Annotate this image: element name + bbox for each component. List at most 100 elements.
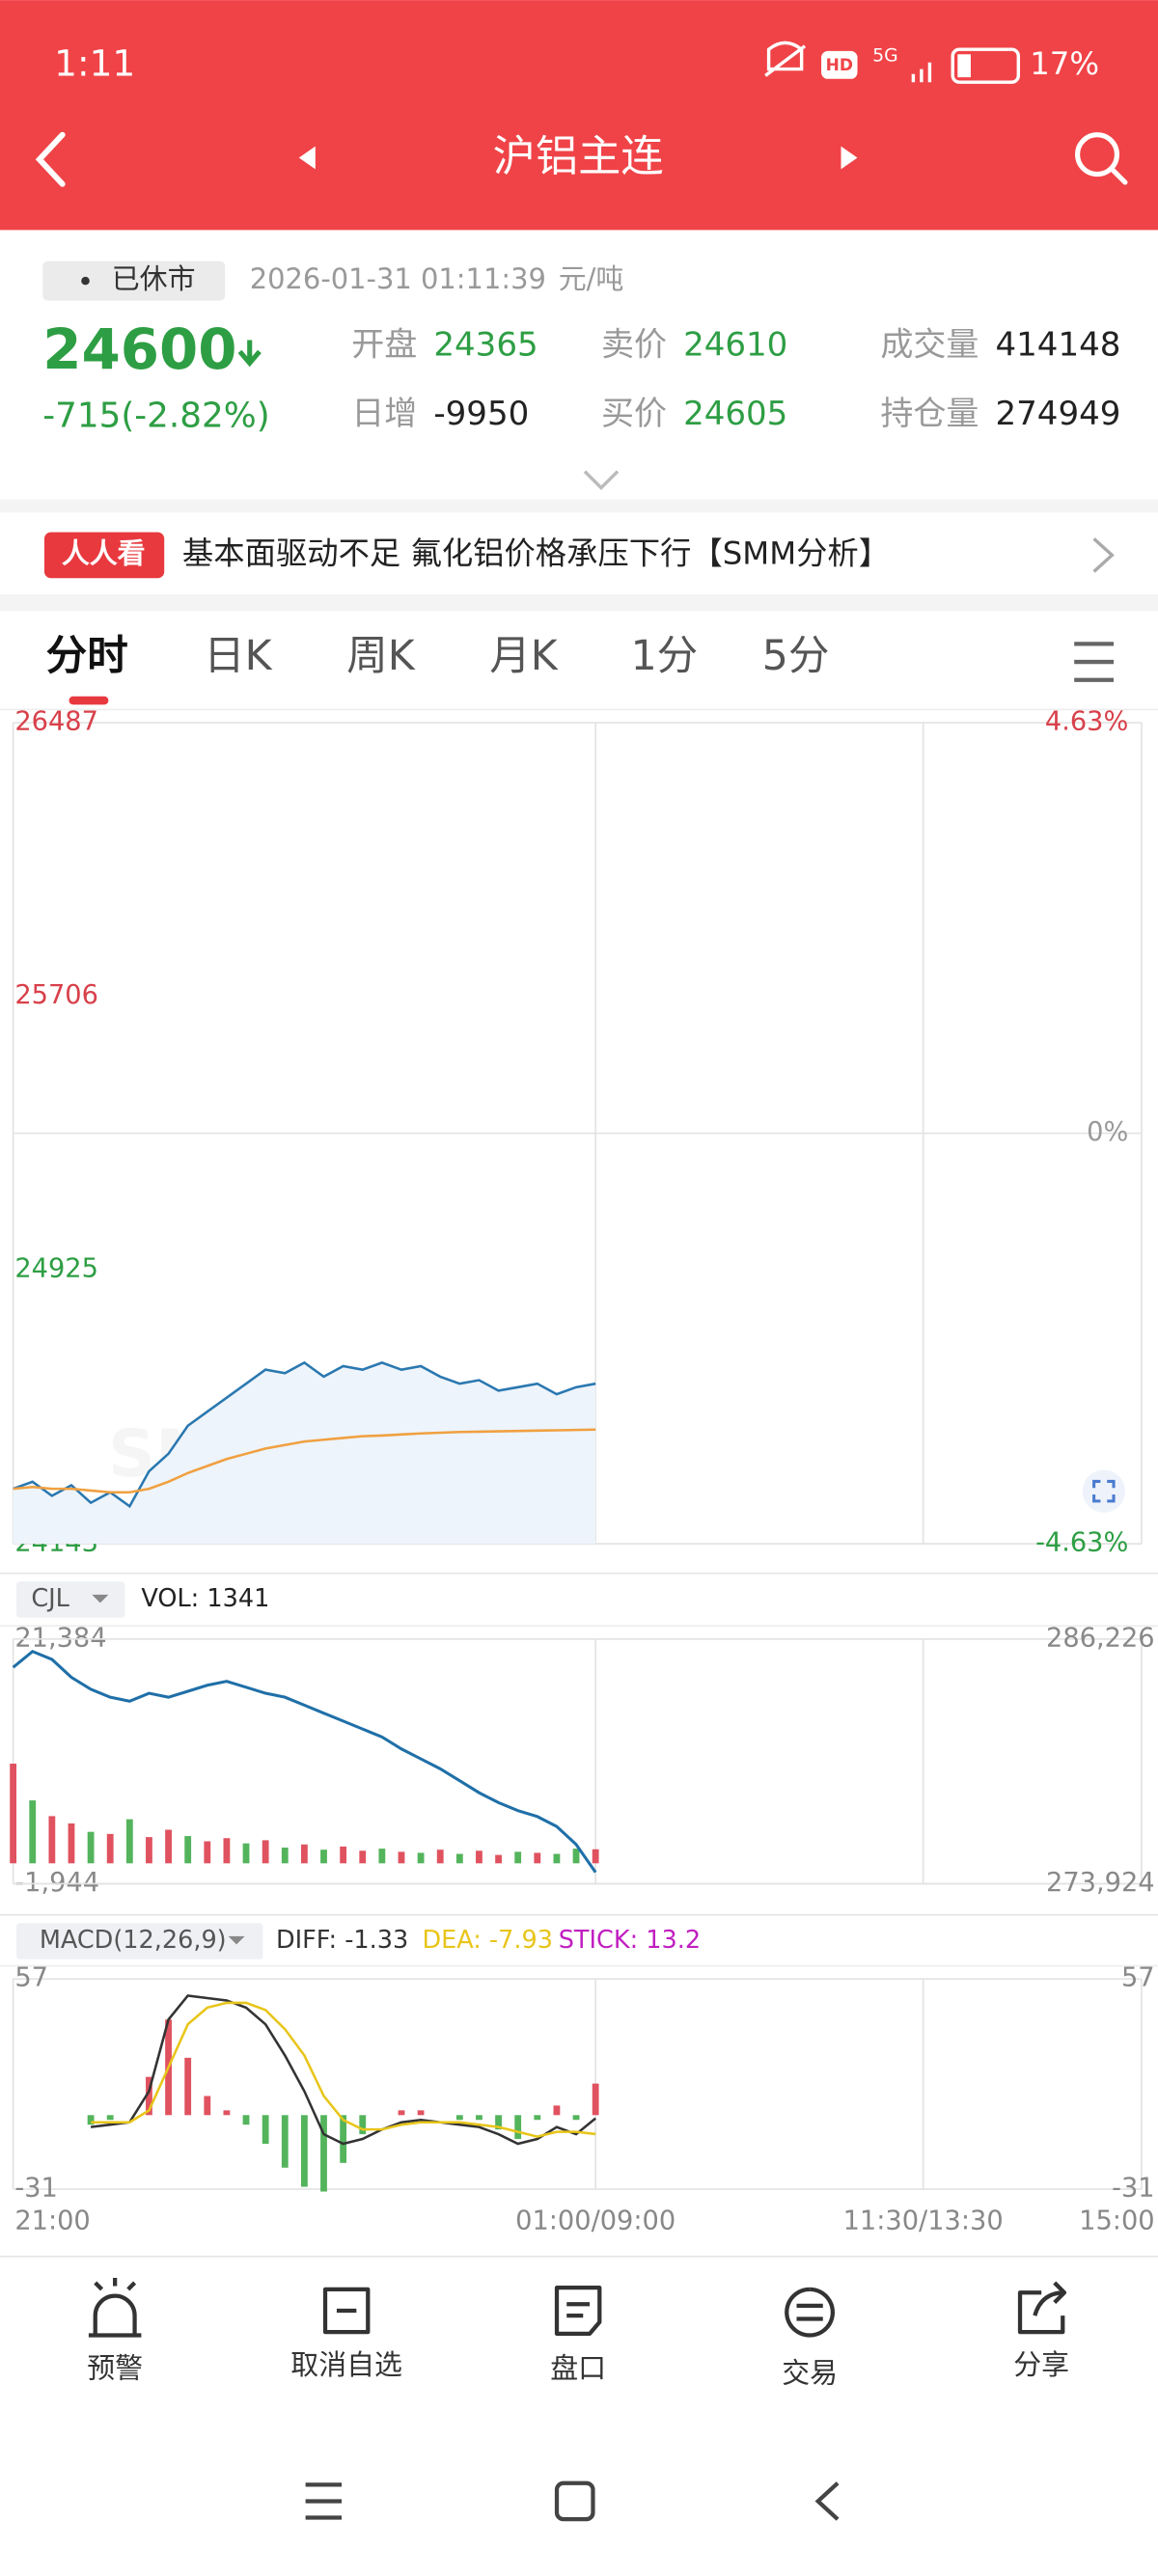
macd-stick — [146, 2076, 152, 2116]
volume-bar — [10, 1764, 17, 1864]
expand-chevron[interactable] — [583, 470, 620, 491]
news-chevron[interactable] — [1092, 537, 1115, 573]
tab[interactable]: 分时 — [46, 633, 128, 680]
trade-icon[interactable] — [785, 2287, 835, 2338]
indicator-name: CJL — [31, 1584, 69, 1613]
volume-bar — [398, 1851, 405, 1864]
volume-bar — [165, 1829, 172, 1864]
y2-tick-label: 0% — [1087, 1117, 1128, 1147]
network: 5G — [872, 45, 897, 66]
news-badge — [43, 532, 165, 579]
share-icon[interactable] — [1017, 2281, 1067, 2335]
nav-label[interactable]: 交易 — [782, 2356, 838, 2389]
system-back[interactable] — [814, 2481, 840, 2521]
macd-stick — [514, 2115, 522, 2140]
macd-stick — [417, 2110, 425, 2116]
volume-bar — [87, 1831, 95, 1864]
volume-bar — [242, 1843, 250, 1864]
x-tick-label: 15:00 — [1079, 2206, 1154, 2236]
volume-bar — [106, 1833, 114, 1864]
volume-bar — [204, 1841, 211, 1864]
indicator-dropdown[interactable] — [16, 1923, 263, 1959]
news-headline[interactable]: 基本面驱动不足 氟化铝价格承压下行【SMM分析】 — [182, 534, 890, 571]
app-bar — [0, 0, 1158, 231]
hd-icon: HD — [826, 56, 853, 75]
page-title: 沪铝主连 — [493, 132, 664, 181]
quote-time: 2026-01-31 01:11:39 — [250, 262, 546, 295]
dropdown-arrow — [92, 1594, 109, 1603]
y-tick-label: 26487 — [14, 707, 98, 737]
status-icons — [764, 41, 1021, 84]
y-tick-label: 21,384 — [14, 1623, 106, 1653]
dropdown-arrow — [228, 1935, 245, 1945]
tab[interactable]: 日K — [204, 633, 273, 680]
volume-bar — [68, 1822, 75, 1864]
badge-dot — [81, 276, 90, 286]
macd-stick — [242, 2115, 250, 2125]
macd-stick — [340, 2115, 347, 2163]
volume-readout: VOL: 1341 — [141, 1584, 269, 1613]
macd-stick — [281, 2115, 289, 2168]
status-badge — [42, 260, 226, 301]
volume-bar — [417, 1852, 425, 1864]
macd-stick — [204, 2096, 211, 2116]
macd-stick — [398, 2110, 405, 2116]
field-label: 开盘 — [351, 326, 417, 365]
macd-stick — [359, 2115, 367, 2135]
price-change: -715(-2.82%) — [42, 396, 269, 435]
dea-readout: DEA: -7.93 — [422, 1926, 553, 1955]
y-tick-label: 24925 — [14, 1254, 98, 1284]
volume-bar — [476, 1850, 482, 1864]
macd-stick — [476, 2115, 482, 2121]
nav-label[interactable]: 取消自选 — [290, 2348, 402, 2381]
menu-button[interactable] — [1074, 642, 1115, 682]
y-tick-label: -31 — [1112, 2174, 1154, 2204]
macd-stick — [534, 2115, 541, 2121]
y-tick-label: -31 — [14, 2174, 57, 2204]
last-price: 24600 — [42, 316, 236, 382]
dea-line — [91, 2001, 596, 2138]
prev-contract[interactable] — [298, 146, 316, 170]
x-tick-label: 11:30/13:30 — [843, 2206, 1004, 2236]
y-tick-label: -1,944 — [14, 1868, 99, 1898]
x-tick-label: 21:00 — [14, 2206, 90, 2236]
market-status: 已休市 — [112, 262, 196, 295]
nav-label[interactable]: 预警 — [87, 2351, 143, 2384]
fullscreen-button[interactable] — [1082, 1469, 1125, 1513]
average-line — [13, 1428, 596, 1494]
macd-stick — [592, 2083, 599, 2116]
back-button[interactable] — [35, 131, 66, 187]
unwatch-icon[interactable] — [322, 2287, 371, 2335]
nav-label[interactable]: 分享 — [1013, 2348, 1069, 2381]
down-arrow — [237, 340, 262, 368]
volume-bar — [262, 1840, 269, 1864]
field-label: 成交量 — [880, 326, 979, 365]
volume-bar — [572, 1849, 580, 1864]
battery: 17% — [1030, 45, 1099, 82]
volume-bar — [29, 1800, 37, 1864]
search-button[interactable] — [1075, 132, 1128, 185]
tab[interactable]: 1分 — [631, 633, 699, 680]
open-interest-line — [12, 1649, 597, 1874]
stick-readout: STICK: 13.2 — [559, 1926, 701, 1955]
volume-bar — [553, 1853, 561, 1864]
macd-stick — [553, 2105, 561, 2116]
system-home[interactable] — [554, 2480, 595, 2522]
tab[interactable]: 月K — [489, 633, 559, 680]
volume-bar — [534, 1852, 541, 1864]
nav-label[interactable]: 盘口 — [550, 2351, 606, 2384]
macd-stick — [223, 2110, 231, 2116]
orderbook-icon[interactable] — [554, 2286, 602, 2336]
y-tick-label: 57 — [14, 1963, 48, 1993]
system-menu[interactable] — [305, 2482, 343, 2520]
next-contract[interactable] — [841, 146, 858, 170]
indicator-dropdown[interactable] — [16, 1581, 125, 1618]
y-tick-label: 57 — [1121, 1963, 1155, 1993]
volume-bar — [378, 1849, 386, 1864]
volume-bar — [592, 1849, 599, 1864]
tab[interactable]: 周K — [346, 633, 416, 680]
volume-bar — [436, 1850, 444, 1864]
tab[interactable]: 5分 — [762, 633, 830, 680]
alert-icon[interactable] — [88, 2277, 142, 2338]
